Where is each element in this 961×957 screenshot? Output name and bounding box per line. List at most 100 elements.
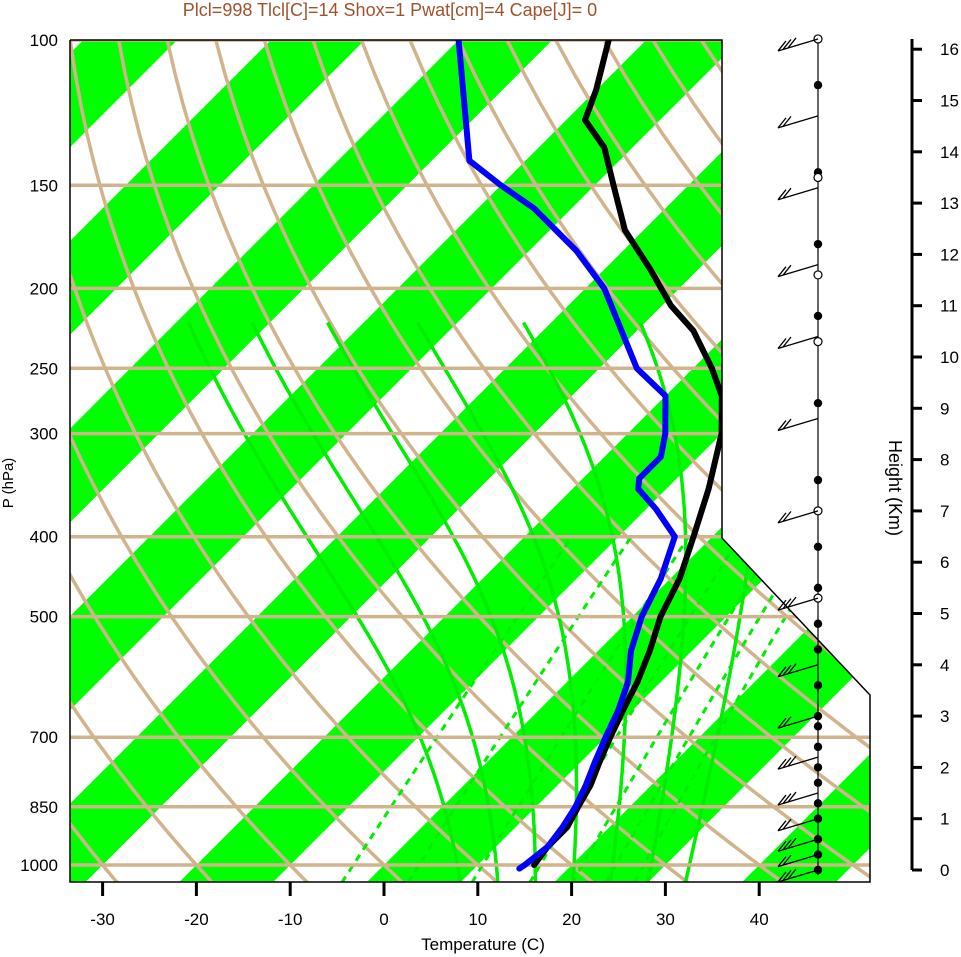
wind-barb-flag — [777, 717, 787, 729]
wind-barb-shaft — [777, 715, 819, 729]
mixing-ratio-line — [340, 535, 574, 882]
wind-barb-flag — [782, 264, 792, 276]
height-marker-filled — [813, 778, 823, 787]
wind-barb-flag — [777, 40, 787, 52]
wind-barb — [777, 510, 819, 524]
wind-barb — [777, 187, 819, 201]
height-tick-label: 4 — [940, 656, 949, 675]
wind-barb-flag — [782, 870, 792, 881]
height-marker-filled — [813, 763, 823, 772]
wind-barb — [777, 853, 819, 868]
height-marker-filled — [813, 645, 823, 654]
wind-barb-flag — [777, 856, 787, 868]
wind-barb — [777, 417, 819, 432]
pressure-tick-label: 200 — [30, 279, 58, 298]
wind-barb-flag — [787, 868, 797, 880]
wind-barb — [777, 335, 819, 350]
wind-barb-shaft — [777, 792, 819, 806]
y-axis-label: P (hPa) — [0, 458, 17, 509]
moist-adiabat-line — [638, 321, 688, 882]
height-tick-label: 16 — [940, 40, 959, 59]
height-marker-filled — [813, 80, 823, 90]
mixing-ratio-line — [604, 535, 810, 882]
isotherm-band — [70, 40, 740, 882]
wind-barb-shaft — [777, 335, 819, 350]
wind-barb-flag — [777, 338, 787, 349]
wind-barb-flag — [782, 115, 792, 127]
wind-barb-shaft — [777, 869, 819, 883]
temperature-profile-line — [531, 40, 725, 868]
wind-barb — [777, 596, 819, 611]
pressure-tick-label: 850 — [30, 798, 58, 817]
height-tick-label: 5 — [940, 605, 949, 624]
wind-barb-flag — [782, 598, 792, 610]
height-tick-label: 15 — [940, 92, 959, 111]
wind-barb-shaft — [777, 38, 819, 52]
wind-barb-shaft — [777, 510, 819, 524]
height-tick-label: 1 — [940, 810, 949, 829]
wind-barb-flag — [782, 510, 792, 522]
wind-barb — [777, 791, 819, 806]
height-axis-label: Height (Km) — [885, 440, 905, 536]
wind-barb-flag — [782, 664, 792, 676]
height-marker-open — [813, 270, 823, 280]
wind-barb — [777, 663, 819, 678]
height-tick-label: 8 — [940, 451, 949, 470]
wind-barb — [777, 115, 819, 129]
height-marker-filled — [813, 239, 823, 249]
height-tick-label: 9 — [940, 399, 949, 418]
wind-barb-shaft — [777, 187, 819, 201]
height-tick-label: 7 — [940, 502, 949, 521]
x-axis-label: Temperature (C) — [421, 935, 545, 954]
moist-adiabat-line — [326, 321, 538, 882]
wind-barb-flag — [777, 758, 787, 770]
wind-barb-shaft — [777, 417, 819, 432]
isotherm-band — [70, 40, 870, 882]
wind-barb-flag — [777, 666, 787, 678]
wind-barb — [777, 37, 819, 52]
moist-adiabat-line — [250, 321, 500, 882]
x-tick-label: 40 — [750, 910, 769, 929]
height-tick-label: 0 — [940, 861, 949, 880]
wind-barb-flag — [787, 837, 797, 849]
pressure-tick-label: 700 — [30, 728, 58, 747]
dry-adiabat-line — [214, 40, 870, 882]
dewpoint-profile-line — [455, 40, 678, 872]
height-marker-filled — [813, 583, 823, 593]
pressure-tick-label: 250 — [30, 359, 58, 378]
wind-barb-shaft — [777, 853, 819, 868]
dry-adiabat-line — [457, 40, 870, 882]
pressure-axis: 100 150 200 250 300 400 500 700 850 1000 — [20, 31, 58, 875]
wind-barb — [777, 818, 819, 832]
pressure-tick-label: 400 — [30, 528, 58, 547]
wind-barb-flag — [787, 791, 797, 803]
height-tick-label: 12 — [940, 245, 959, 264]
isotherm-band — [179, 40, 870, 882]
wind-barb-flag — [777, 794, 787, 806]
height-marker-filled — [813, 742, 823, 752]
isotherm-band — [554, 40, 870, 882]
dry-adiabat-line — [262, 40, 870, 882]
wind-barb-flag — [782, 757, 792, 769]
isotherm-band — [70, 40, 553, 882]
wind-barb-shaft — [777, 264, 819, 278]
wind-barb-column — [777, 34, 823, 883]
height-marker-filled — [813, 799, 823, 808]
height-marker-open — [813, 172, 823, 183]
wind-barb-shaft — [777, 838, 819, 852]
temperature-axis: -30 -20 -10 0 10 20 30 40 — [90, 882, 769, 929]
wind-barb-shaft — [777, 597, 819, 611]
isotherm-band — [742, 40, 870, 882]
x-tick-label: -30 — [90, 910, 115, 929]
height-marker-filled — [813, 475, 823, 485]
wind-barb — [777, 837, 819, 852]
wind-barb-flag — [782, 187, 792, 199]
height-tick-label: 13 — [940, 194, 959, 213]
plot-frame — [69, 39, 871, 883]
isotherm-band — [70, 40, 365, 882]
height-marker-open — [813, 337, 823, 347]
dry-adiabat-line — [408, 40, 870, 882]
wind-barb-flag — [777, 840, 787, 852]
